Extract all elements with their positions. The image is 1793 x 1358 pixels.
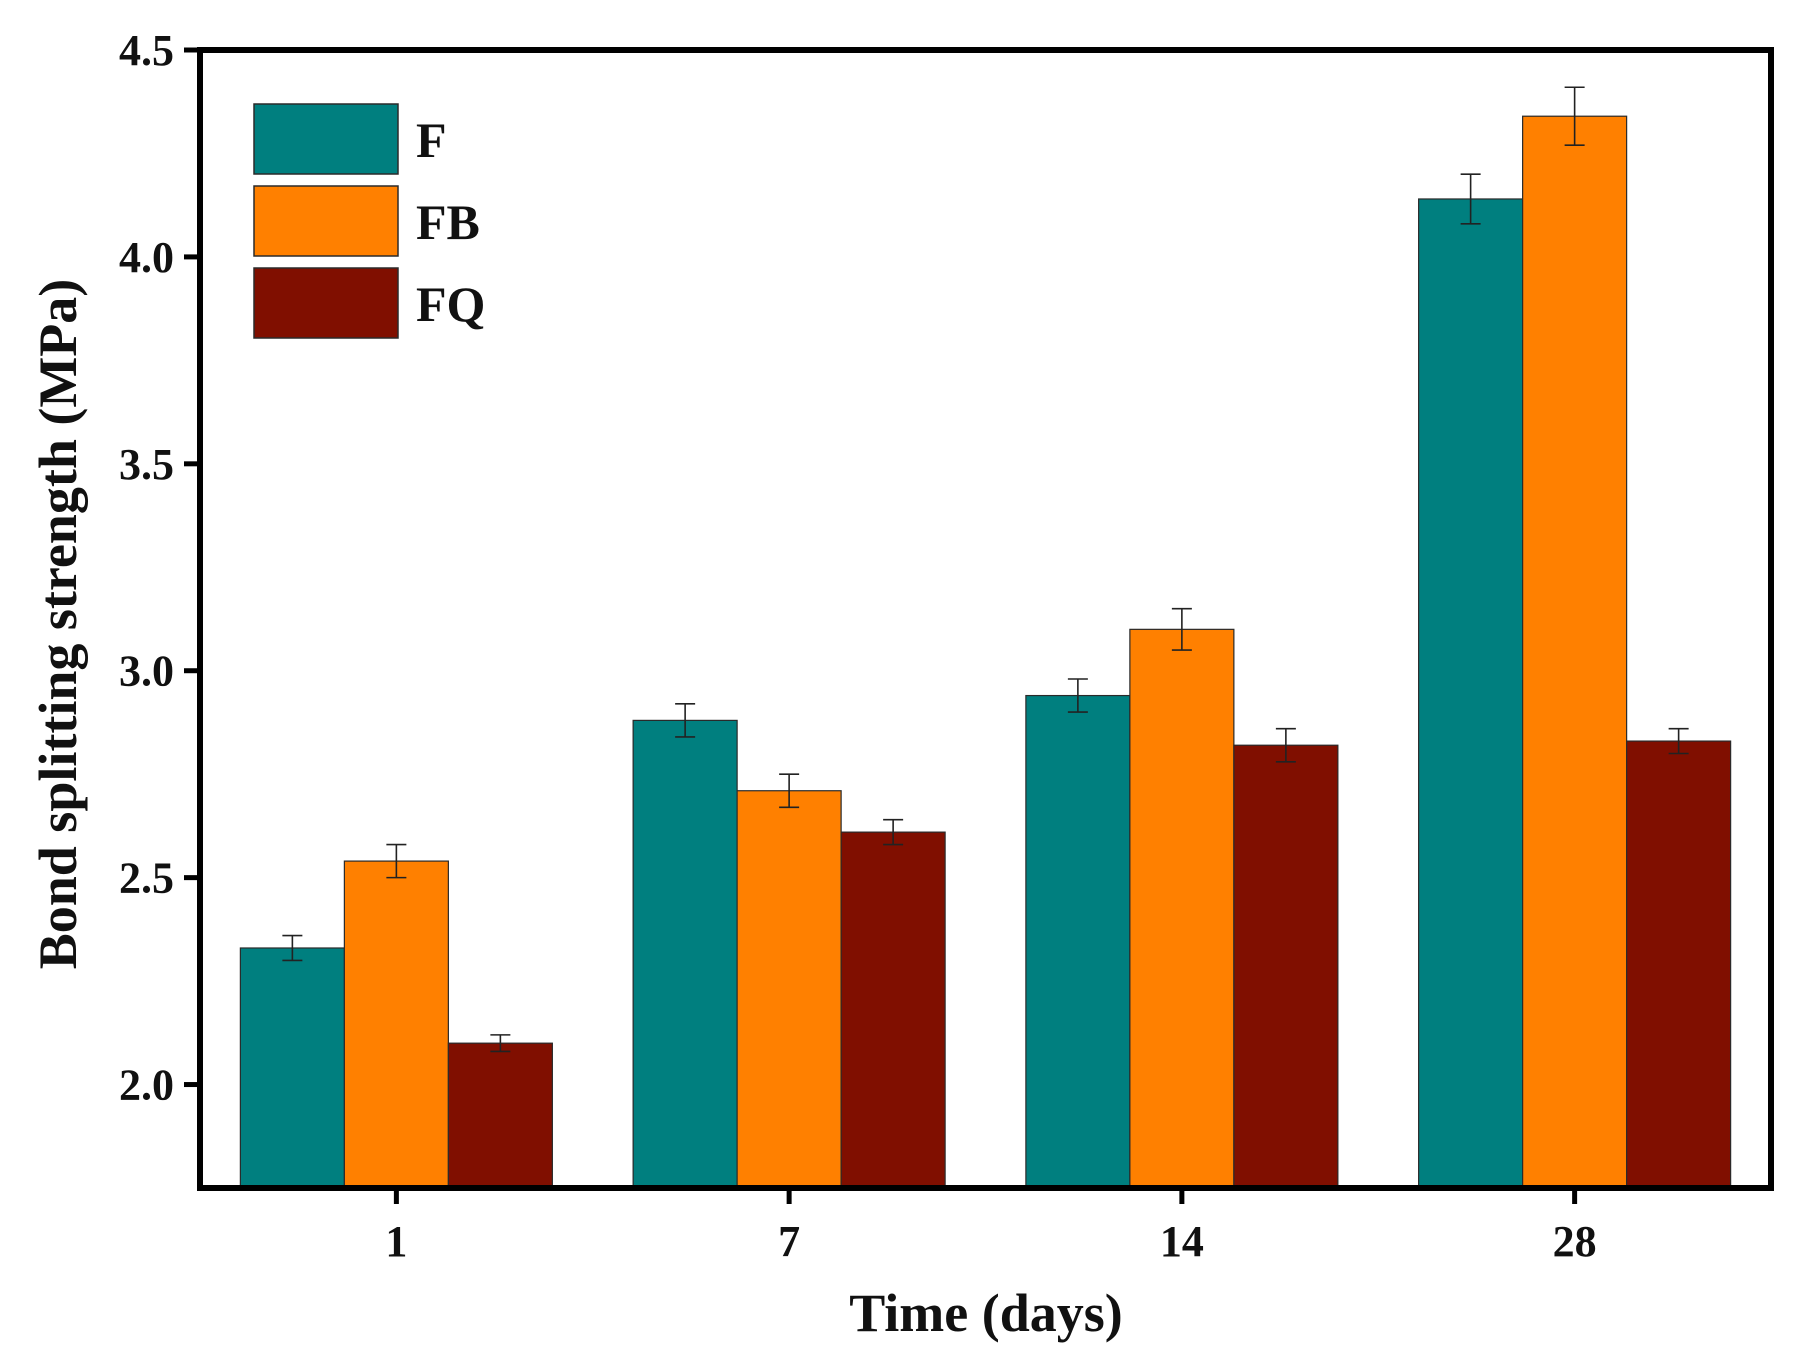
bar-F-14 [1025,694,1131,1189]
bar-FQ-28 [1626,740,1732,1189]
y-tick-label-4.5: 4.5 [119,26,174,75]
y-axis-title: Bond splitting strength (MPa) [28,279,88,970]
plot-frame [197,47,1774,1191]
axes-layer: 1 7 14 28 2.0 2.5 3.0 3.5 4.0 4.5 [119,26,1774,1266]
legend-label-FB: FB [416,194,480,250]
y-tick-label-2.0: 2.0 [119,1061,174,1110]
bar-F-28 [1418,198,1524,1189]
bar-FB-1 [343,860,449,1189]
bar-FB-14 [1129,628,1235,1189]
legend-swatch-FQ [253,267,399,339]
bar-FQ-14 [1233,744,1339,1189]
bars-layer [239,115,1732,1189]
x-tick-label-7: 7 [778,1217,800,1266]
legend-swatch-F [253,103,399,175]
y-tick-label-2.5: 2.5 [119,854,174,903]
bar-FB-7 [736,790,842,1189]
bar-FB-28 [1522,115,1628,1189]
x-tick-label-1: 1 [385,1217,407,1266]
error-bars-layer [282,86,1689,1053]
legend-label-FQ: FQ [416,276,485,332]
y-tick-label-3.5: 3.5 [119,440,174,489]
y-tick-label-3.0: 3.0 [119,647,174,696]
legend-label-F: F [416,112,447,168]
x-axis-title: Time (days) [849,1283,1123,1343]
bar-F-7 [632,719,738,1189]
y-tick-label-4.0: 4.0 [119,233,174,282]
legend: F FB FQ [253,103,485,339]
x-tick-label-28: 28 [1553,1217,1597,1266]
legend-swatch-FB [253,185,399,257]
x-tick-label-14: 14 [1160,1217,1204,1266]
bar-FQ-7 [840,831,946,1189]
bar-F-1 [239,947,345,1189]
bar-FQ-1 [447,1042,553,1189]
